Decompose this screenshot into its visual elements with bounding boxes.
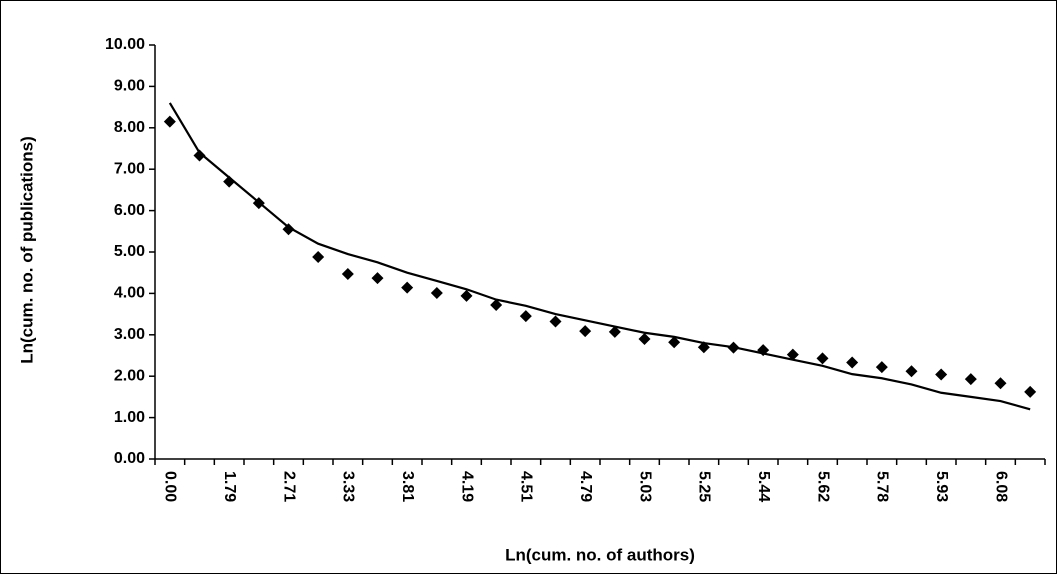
data-point [579, 325, 592, 338]
y-tick-label: 1.00 [114, 409, 145, 426]
data-point [816, 352, 829, 365]
y-tick-label: 10.00 [105, 36, 145, 53]
data-point [638, 332, 651, 345]
data-point [401, 281, 414, 294]
data-point [994, 377, 1007, 390]
data-point [430, 286, 443, 299]
x-tick-label: 4.51 [518, 471, 535, 502]
x-tick-label: 5.03 [636, 471, 653, 502]
y-tick-label: 8.00 [114, 119, 145, 136]
x-tick-label: 5.44 [755, 471, 772, 502]
data-point [549, 315, 562, 328]
x-tick-label: 1.79 [221, 471, 238, 502]
x-tick-label: 3.33 [340, 471, 357, 502]
data-point [1024, 385, 1037, 398]
data-point [460, 289, 473, 302]
x-tick-label: 4.79 [577, 471, 594, 502]
data-point [312, 250, 325, 263]
y-axis-title: Ln(cum. no. of publications) [17, 136, 36, 364]
x-tick-label: 5.93 [933, 471, 950, 502]
x-tick-label: 2.71 [280, 471, 297, 502]
x-tick-label: 4.19 [458, 471, 475, 502]
x-tick-label: 6.08 [992, 471, 1009, 502]
y-tick-label: 2.00 [114, 367, 145, 384]
y-tick-label: 4.00 [114, 285, 145, 302]
data-point [282, 223, 295, 236]
data-point [964, 373, 977, 386]
y-tick-label: 5.00 [114, 243, 145, 260]
data-point [846, 356, 859, 369]
data-point [905, 365, 918, 378]
data-point [341, 267, 354, 280]
y-tick-label: 7.00 [114, 160, 145, 177]
data-point [490, 298, 503, 311]
data-point [668, 336, 681, 349]
y-tick-label: 0.00 [114, 450, 145, 467]
data-point [371, 272, 384, 285]
data-point [608, 325, 621, 338]
y-tick-label: 3.00 [114, 326, 145, 343]
data-point [935, 368, 948, 381]
y-tick-label: 9.00 [114, 78, 145, 95]
x-axis-title: Ln(cum. no. of authors) [505, 545, 695, 564]
data-point [875, 361, 888, 374]
x-tick-label: 5.25 [696, 471, 713, 502]
data-point [163, 115, 176, 128]
data-point [786, 348, 799, 361]
x-tick-label: 5.62 [814, 471, 831, 502]
trend-line [168, 102, 1031, 411]
data-point [519, 310, 532, 323]
x-tick-label: 3.81 [399, 471, 416, 502]
x-tick-label: 0.00 [162, 471, 179, 502]
data-point [193, 149, 206, 162]
y-tick-label: 6.00 [114, 202, 145, 219]
x-tick-label: 5.78 [874, 471, 891, 502]
